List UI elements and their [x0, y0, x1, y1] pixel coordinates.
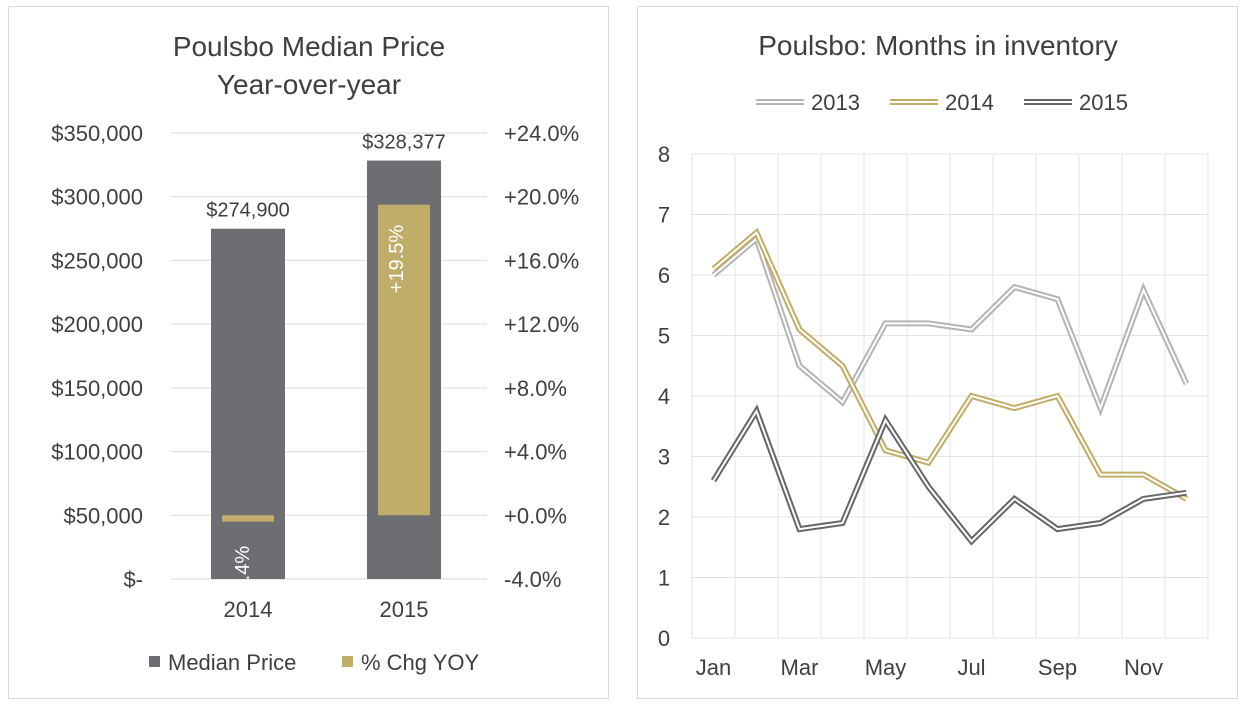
y-tick-label: 7 — [658, 203, 670, 228]
data-point — [885, 420, 886, 421]
chart-title: Poulsbo Median Price — [173, 31, 445, 62]
y-tick-label: 2 — [658, 505, 670, 530]
legend-label: 2013 — [811, 90, 860, 115]
data-point — [1186, 492, 1187, 493]
data-point — [1057, 529, 1058, 530]
data-point — [971, 329, 972, 330]
data-point — [799, 329, 800, 330]
y-tick-label: 0 — [658, 626, 670, 651]
data-point — [971, 396, 972, 397]
pct-change-bar — [378, 204, 430, 516]
data-point — [928, 486, 929, 487]
x-tick-label: Jul — [957, 655, 985, 680]
inventory-chart-panel: Poulsbo: Months in inventory 2013 2014 201… — [637, 6, 1238, 699]
y-tick-label: 3 — [658, 445, 670, 470]
data-point — [842, 402, 843, 403]
median-price-chart-panel: Poulsbo Median Price Year-over-year $- $5… — [8, 6, 609, 699]
legend-label: 2015 — [1079, 90, 1128, 115]
series-line-2015 — [710, 404, 1187, 546]
y-tick-label: 5 — [658, 324, 670, 349]
series-line-inner — [712, 408, 1187, 543]
y-right-tick-label: -4.0% — [504, 567, 561, 592]
data-point — [971, 541, 972, 542]
y-left-tick-label: $- — [123, 567, 143, 592]
data-point — [756, 232, 757, 233]
y-right-tick-label: +8.0% — [504, 376, 567, 401]
y-left-tick-label: $250,000 — [51, 248, 143, 273]
x-tick-label: 2015 — [380, 597, 429, 622]
y-tick-label: 1 — [658, 566, 670, 591]
series-line-2013 — [711, 233, 1190, 417]
pct-change-data-label: +19.5% — [386, 225, 408, 294]
data-point — [1143, 290, 1144, 291]
data-point — [1143, 498, 1144, 499]
data-point — [1143, 474, 1144, 475]
data-point — [799, 365, 800, 366]
median-price-data-label: $274,900 — [206, 200, 289, 222]
data-point — [885, 323, 886, 324]
series-line-inner — [712, 236, 1188, 411]
legend-swatch — [149, 656, 160, 667]
data-point — [928, 462, 929, 463]
data-point — [1186, 383, 1187, 384]
data-point — [713, 275, 714, 276]
x-tick-label: 2014 — [224, 597, 273, 622]
pct-change-data-label: -0.4% — [232, 546, 254, 598]
x-tick-label: Mar — [781, 655, 819, 680]
data-point — [1186, 498, 1187, 499]
y-left-tick-label: $350,000 — [51, 121, 143, 146]
median-price-bar — [211, 228, 285, 579]
data-point — [842, 523, 843, 524]
y-left-tick-label: $100,000 — [51, 440, 143, 465]
y-left-tick-label: $200,000 — [51, 312, 143, 337]
data-point — [842, 365, 843, 366]
median-price-data-label: $328,377 — [362, 132, 445, 154]
chart-title: Poulsbo: Months in inventory — [758, 30, 1118, 61]
y-tick-label: 6 — [658, 263, 670, 288]
data-point — [885, 450, 886, 451]
data-point — [1014, 287, 1015, 288]
data-point — [1100, 474, 1101, 475]
data-point — [799, 529, 800, 530]
y-right-tick-label: +20.0% — [504, 185, 579, 210]
y-right-tick-label: +16.0% — [504, 248, 579, 273]
series-line-inner — [712, 230, 1187, 500]
series-line-2014 — [711, 227, 1188, 502]
y-right-tick-label: +24.0% — [504, 121, 579, 146]
data-point — [1100, 408, 1101, 409]
y-right-tick-label: +4.0% — [504, 440, 567, 465]
data-point — [713, 268, 714, 269]
x-tick-label: Sep — [1038, 655, 1077, 680]
data-point — [756, 411, 757, 412]
legend-label: Median Price — [168, 650, 296, 675]
x-tick-label: Nov — [1124, 655, 1163, 680]
legend-swatch — [342, 656, 353, 667]
median-price-chart: Poulsbo Median Price Year-over-year $- $5… — [51, 31, 579, 675]
x-tick-label: May — [865, 655, 907, 680]
x-tick-label: Jan — [696, 655, 731, 680]
y-left-tick-label: $300,000 — [51, 185, 143, 210]
inventory-chart: Poulsbo: Months in inventory 2013 2014 201… — [658, 30, 1209, 680]
data-point — [1057, 396, 1058, 397]
data-point — [1100, 523, 1101, 524]
data-point — [928, 323, 929, 324]
y-left-tick-label: $150,000 — [51, 376, 143, 401]
legend-label: % Chg YOY — [361, 650, 480, 675]
y-tick-label: 4 — [658, 384, 670, 409]
y-left-tick-label: $50,000 — [63, 503, 143, 528]
y-right-tick-label: +0.0% — [504, 503, 567, 528]
data-point — [1014, 408, 1015, 409]
data-point — [1057, 299, 1058, 300]
data-point — [1014, 498, 1015, 499]
pct-change-bar — [222, 515, 274, 522]
legend-label: 2014 — [945, 90, 994, 115]
data-point — [713, 480, 714, 481]
y-right-tick-label: +12.0% — [504, 312, 579, 337]
chart-subtitle: Year-over-year — [217, 69, 401, 100]
y-tick-label: 8 — [658, 142, 670, 167]
